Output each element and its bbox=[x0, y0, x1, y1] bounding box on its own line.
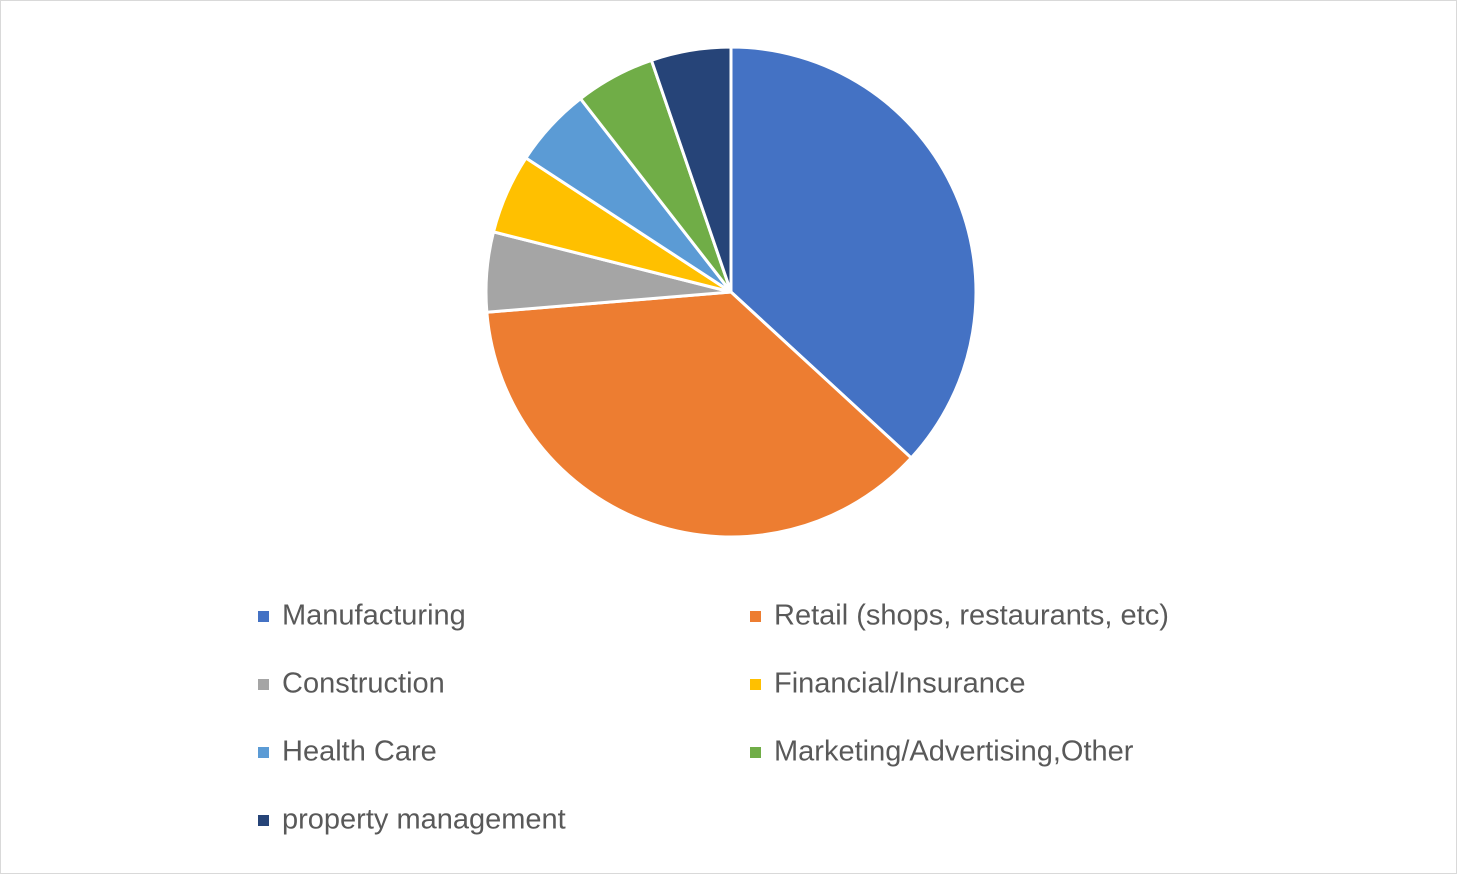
legend-label: Marketing/Advertising,Other bbox=[774, 736, 1134, 768]
legend-label: Retail (shops, restaurants, etc) bbox=[774, 600, 1169, 632]
legend-label: property management bbox=[282, 804, 566, 836]
legend-swatch bbox=[258, 747, 269, 758]
legend-label: Health Care bbox=[282, 736, 437, 768]
legend-swatch bbox=[750, 747, 761, 758]
legend-swatch bbox=[750, 679, 761, 690]
legend-label: Construction bbox=[282, 668, 445, 700]
legend-swatch bbox=[258, 611, 269, 622]
pie-slice bbox=[485, 290, 914, 539]
pie-slice bbox=[729, 45, 978, 461]
legend-swatch bbox=[258, 815, 269, 826]
legend-swatch bbox=[750, 611, 761, 622]
legend-label: Financial/Insurance bbox=[774, 668, 1025, 700]
legend-label: Manufacturing bbox=[282, 600, 466, 632]
legend-swatch bbox=[258, 679, 269, 690]
pie-slice bbox=[649, 45, 733, 293]
